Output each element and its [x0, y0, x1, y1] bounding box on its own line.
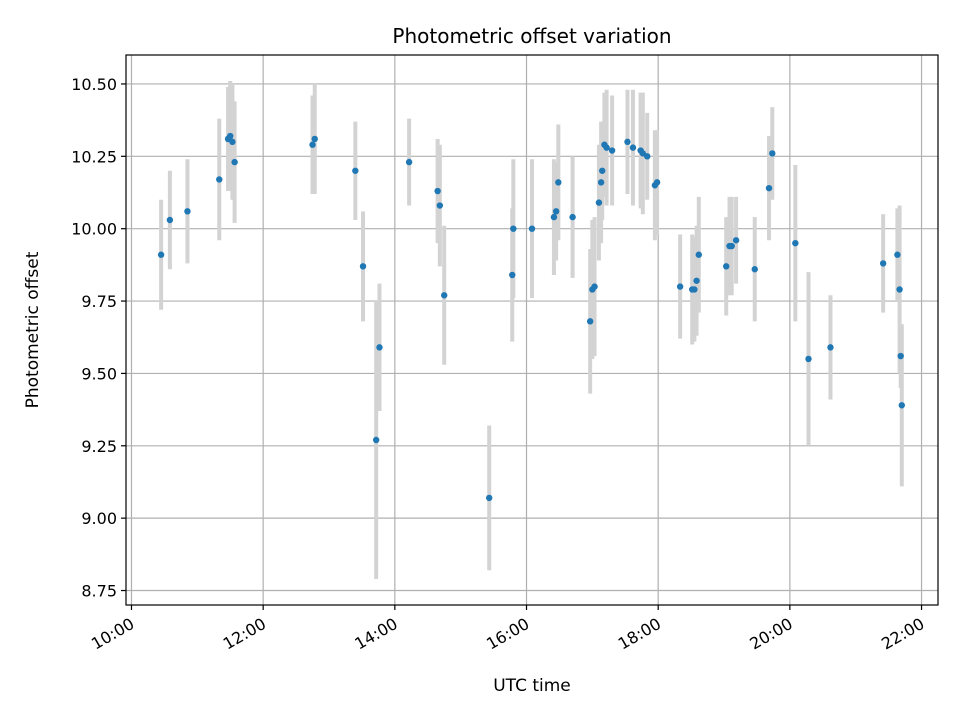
y-tick-label: 9.00: [81, 509, 117, 528]
y-tick-label: 10.25: [71, 147, 117, 166]
data-point: [359, 263, 367, 270]
x-axis-title: UTC time: [493, 676, 571, 696]
y-axis-title: Photometric offset: [23, 251, 43, 408]
data-point: [728, 242, 735, 250]
data-point: [352, 167, 359, 174]
data-point: [586, 318, 594, 325]
data-point: [676, 283, 684, 290]
y-tick-label: 10.50: [71, 75, 117, 94]
y-tick-label: 9.25: [81, 437, 117, 456]
data-point: [157, 251, 165, 258]
data-point: [555, 179, 562, 186]
data-point: [597, 179, 605, 186]
data-point: [898, 402, 905, 409]
data-point: [311, 135, 318, 143]
data-point: [216, 176, 223, 183]
data-point: [229, 138, 236, 146]
y-axis: 8.75 9.00 9.25 9.50 9.75 10.00 10.25 10.50: [71, 75, 126, 601]
data-point: [897, 352, 904, 360]
data-point: [879, 260, 887, 267]
data-point: [603, 144, 610, 151]
data-points: [157, 132, 905, 502]
y-tick-label: 9.50: [81, 364, 117, 383]
plot-frame: [125, 54, 939, 606]
data-point: [695, 251, 702, 258]
data-point: [441, 292, 448, 299]
data-point: [376, 344, 383, 351]
data-point: [184, 208, 191, 215]
data-point: [166, 216, 174, 224]
data-point: [405, 158, 413, 166]
data-point: [896, 286, 903, 293]
y-tick-label: 10.00: [71, 220, 117, 239]
data-point: [569, 213, 576, 221]
data-point: [231, 158, 238, 166]
data-point: [510, 225, 517, 232]
data-point: [591, 283, 598, 290]
data-point: [805, 355, 812, 363]
data-point: [691, 286, 698, 293]
data-point: [827, 344, 834, 351]
data-point: [765, 184, 773, 192]
data-point: [309, 141, 316, 148]
data-point: [644, 153, 651, 160]
data-point: [653, 179, 661, 186]
data-point: [608, 147, 616, 154]
data-point: [509, 271, 516, 279]
data-point: [227, 132, 234, 140]
data-point: [723, 263, 730, 270]
data-point: [769, 150, 776, 157]
data-point: [751, 266, 758, 273]
data-point: [894, 251, 901, 258]
data-point: [624, 138, 631, 146]
data-point: [792, 239, 799, 247]
data-point: [528, 225, 536, 232]
data-point: [693, 277, 700, 284]
data-point: [599, 167, 606, 174]
chart-title: Photometric offset variation: [392, 24, 671, 48]
y-tick-label: 8.75: [81, 582, 117, 601]
data-point: [595, 199, 603, 206]
data-point: [434, 187, 441, 195]
data-point: [732, 237, 740, 244]
data-point: [550, 213, 558, 221]
data-point: [486, 494, 493, 502]
data-point: [629, 144, 637, 151]
data-point: [436, 202, 444, 209]
data-point: [372, 436, 380, 444]
data-point: [552, 208, 560, 215]
y-tick-label: 9.75: [81, 292, 117, 311]
